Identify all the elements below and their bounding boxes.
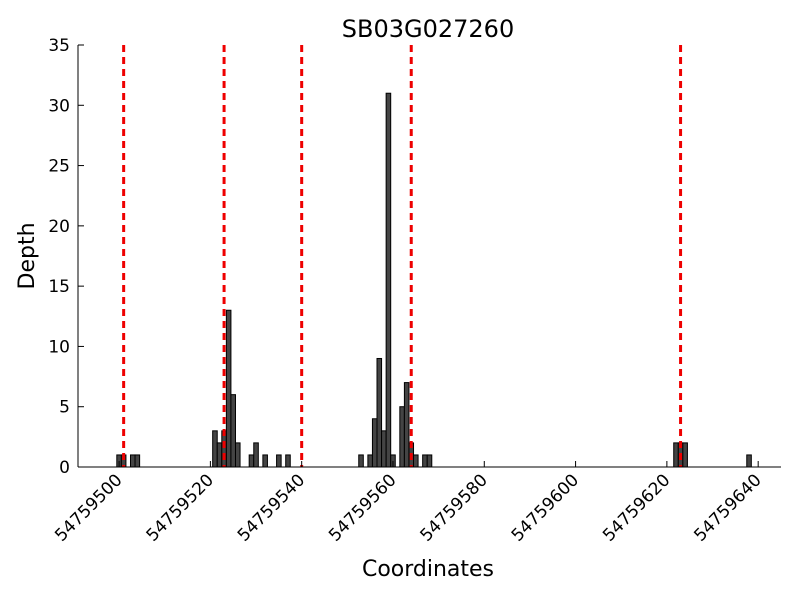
bars-group <box>116 92 752 468</box>
depth-bar <box>746 454 752 468</box>
marker-lines-group <box>122 45 683 467</box>
depth-bar <box>212 430 218 468</box>
depth-bar <box>230 394 236 468</box>
depth-bar <box>399 406 405 468</box>
depth-bar <box>221 430 227 468</box>
y-tick-label: 15 <box>48 277 70 297</box>
y-tick-label: 35 <box>48 36 70 56</box>
x-tick-label: 54759560 <box>325 470 400 545</box>
y-tick-label: 25 <box>48 157 70 177</box>
depth-bar <box>225 309 232 468</box>
y-tick-label: 0 <box>59 458 70 478</box>
x-tick-label: 54759640 <box>690 470 765 545</box>
x-axis-label: Coordinates <box>362 557 494 582</box>
depth-bar <box>276 454 282 468</box>
x-tick-label: 54759580 <box>416 470 491 545</box>
depth-bar <box>426 454 433 468</box>
depth-bar <box>682 442 688 468</box>
y-tick-label: 30 <box>48 96 70 116</box>
depth-bar <box>673 442 679 468</box>
y-tick-label: 20 <box>48 217 70 237</box>
depth-bar <box>358 454 364 468</box>
depth-bar <box>285 454 291 468</box>
depth-bar <box>381 430 387 468</box>
depth-bar <box>385 92 392 468</box>
depth-bar <box>253 442 259 468</box>
x-tick-label: 54759520 <box>143 470 218 545</box>
depth-bar <box>376 357 383 468</box>
x-tick-label: 54759620 <box>599 470 674 545</box>
x-tick-label: 54759600 <box>508 470 583 545</box>
y-axis-label: Depth <box>15 222 40 289</box>
depth-bar <box>413 454 419 468</box>
depth-bar <box>248 454 255 468</box>
y-tick-label: 5 <box>59 398 70 418</box>
depth-bar <box>134 454 141 468</box>
depth-bar <box>262 454 268 468</box>
depth-bar <box>129 454 136 468</box>
depth-bar <box>371 418 378 468</box>
x-tick-label: 54759540 <box>234 470 309 545</box>
depth-bar <box>422 454 428 468</box>
chart-title: SB03G027260 <box>342 15 514 43</box>
x-tick-label: 54759500 <box>51 470 126 545</box>
depth-bar <box>367 454 373 468</box>
depth-bar <box>403 382 410 468</box>
depth-bar <box>216 442 223 468</box>
depth-bar <box>234 442 241 468</box>
y-tick-label: 10 <box>48 337 70 357</box>
